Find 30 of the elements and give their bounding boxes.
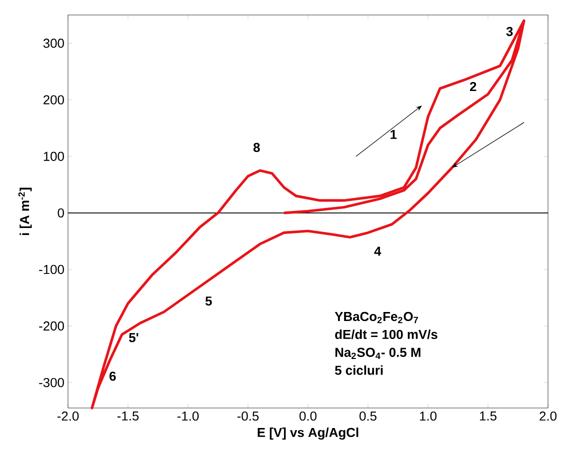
annotation: 8 — [253, 142, 260, 152]
annotation: dE/dt = 100 mV/s — [335, 330, 438, 340]
x-tick-label: -1.5 — [117, 412, 139, 421]
y-axis-title: i [A m$^{-2}$] — [18, 188, 32, 236]
annotation: Na$_{2}$SO$_{4}$- 0.5 M — [335, 348, 420, 360]
x-tick-label: -1.0 — [177, 412, 199, 421]
y-tick-label: 100 — [44, 152, 64, 161]
x-tick-label: -2.0 — [57, 412, 79, 421]
y-tick-label: 0 — [58, 208, 64, 218]
annotation: 5 — [205, 296, 212, 306]
annotation: 2 — [470, 82, 476, 92]
annotation: 6 — [110, 372, 116, 381]
x-tick-label: 2.0 — [540, 412, 557, 421]
x-tick-label: 0.0 — [300, 412, 317, 421]
x-tick-label: 0.5 — [360, 412, 376, 421]
y-tick-label: -200 — [39, 321, 64, 331]
annotation: 5 cicluri — [335, 365, 383, 375]
x-tick-label: 1.5 — [480, 412, 496, 421]
y-tick-label: -300 — [39, 378, 64, 388]
y-tick-label: -100 — [39, 264, 64, 274]
annotation: 1 — [390, 130, 397, 139]
x-axis-title: E [V] vs Ag/AgCl — [258, 428, 358, 440]
x-tick-label: -0.5 — [237, 412, 259, 421]
annotation: 3 — [506, 26, 513, 36]
y-tick-label: 300 — [43, 38, 64, 48]
annotation: YBaCo$_{2}$Fe$_{2}$O$_{7}$ — [334, 312, 418, 324]
y-tick-label: 200 — [44, 95, 64, 104]
annotation: 5' — [129, 333, 138, 342]
x-tick-label: 1.0 — [420, 412, 437, 421]
annotation: 4 — [374, 246, 382, 256]
